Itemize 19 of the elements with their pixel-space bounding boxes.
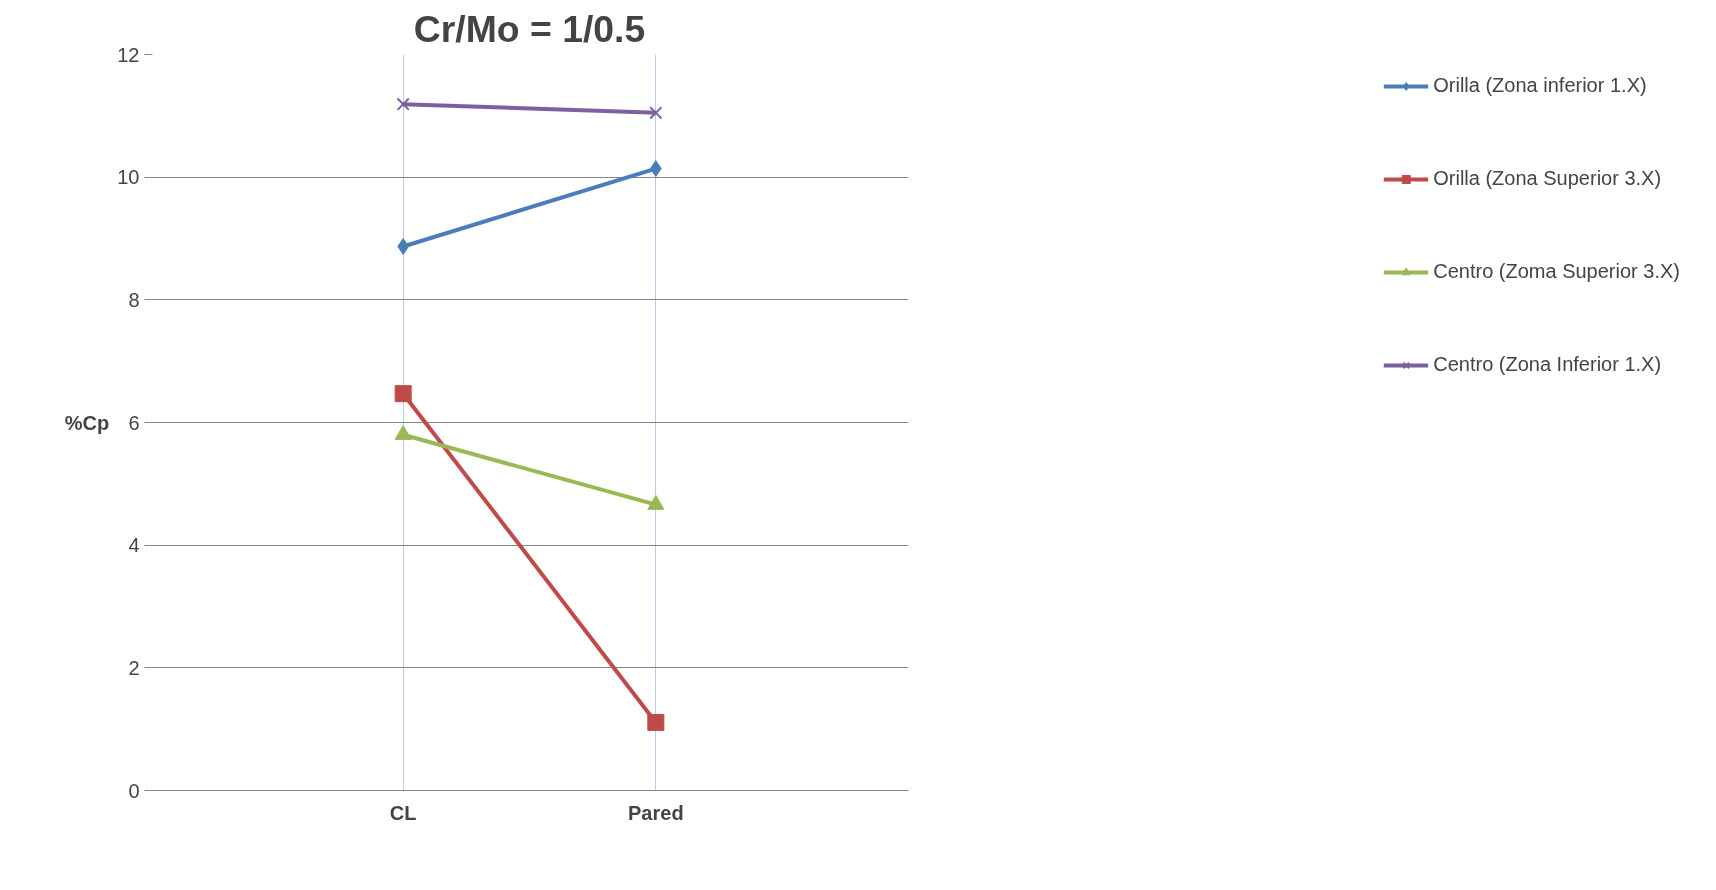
legend-label: Orilla (Zona inferior 1.X) [1433,74,1647,97]
chart-title: Cr/Mo = 1/0.5 [413,7,646,50]
y-tick-label: 12 [117,43,140,66]
y-tick-label: 2 [128,656,140,679]
point [647,713,665,731]
point [394,385,412,403]
y-axis-title: %Cp [64,411,110,434]
y-tick-label: 10 [117,166,140,189]
point [396,97,410,111]
y-tick-label: 4 [128,534,140,557]
y-tick-label: 8 [128,288,140,311]
x-tick-label: CL [389,801,417,824]
legend-label: Centro (Zona Inferior 1.X) [1433,353,1662,376]
point [649,106,663,120]
legend-label: Centro (Zoma Superior 3.X) [1433,260,1680,283]
y-tick-label: 0 [128,779,140,802]
legend-label: Orilla (Zona Superior 3.X) [1433,167,1662,190]
x-tick-label: Pared [628,801,684,824]
y-tick-label: 6 [128,411,140,434]
